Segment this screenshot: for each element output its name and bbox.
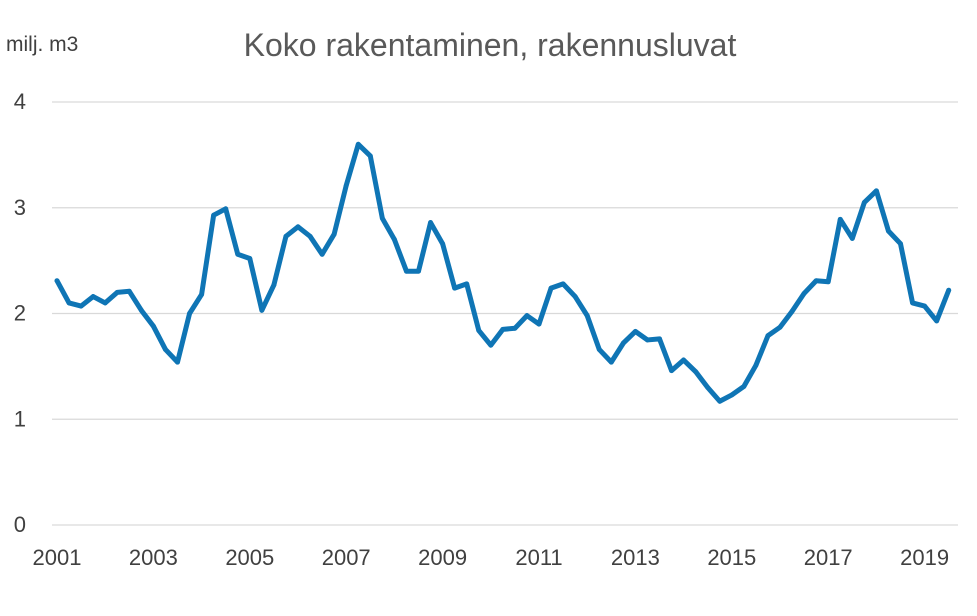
data-point [886,228,891,234]
x-tick-label: 2019 [900,545,949,570]
series-line [54,141,952,404]
data-point [295,224,301,230]
data-point [801,291,807,296]
data-point [620,340,626,346]
data-point [283,233,289,239]
data-point [922,303,927,309]
data-point [343,183,349,188]
data-point [633,329,638,334]
x-tick-label: 2011 [515,545,562,570]
data-point [199,292,205,297]
data-point [741,384,747,389]
y-tick-label: 2 [14,301,26,326]
data-point [163,347,168,352]
data-point [536,321,542,327]
y-axis-tick-labels: 0 1 2 3 4 [14,89,26,537]
data-point [319,251,325,257]
data-point [717,398,723,404]
data-point [861,200,867,205]
data-point [138,307,144,313]
data-point [175,359,180,365]
data-point [126,288,132,294]
y-tick-label: 0 [14,512,26,537]
data-series [54,141,952,404]
data-point [235,251,241,257]
data-point [307,233,313,239]
data-point [813,278,819,284]
data-point [355,141,361,147]
data-point [765,333,771,339]
data-point [428,220,433,225]
x-tick-label: 2007 [322,545,371,570]
data-point [874,188,879,194]
data-point [404,268,409,274]
data-points [54,141,952,404]
data-point [151,323,156,329]
data-point [512,325,518,331]
data-point [849,236,855,241]
chart-title: Koko rakentaminen, rakennusluvat [244,27,737,63]
data-point [66,300,72,306]
x-tick-label: 2001 [33,545,82,570]
data-point [825,279,831,285]
y-axis-unit-label: milj. m3 [6,33,78,56]
data-point [777,324,783,330]
x-tick-label: 2009 [418,545,467,570]
data-point [910,300,915,306]
data-point [54,278,60,284]
data-point [729,392,735,398]
data-point [440,241,445,247]
data-point [669,368,674,374]
data-point [416,268,421,274]
data-point [584,313,590,319]
data-point [572,294,578,299]
data-point [596,347,602,352]
y-tick-label: 4 [14,89,26,114]
data-point [789,308,795,314]
data-point [331,231,337,237]
data-point [78,303,84,309]
data-point [102,300,108,306]
data-point [488,342,494,348]
data-point [500,326,506,332]
data-point [90,294,96,299]
data-point [898,241,903,247]
data-point [608,359,614,365]
data-point [705,385,711,390]
data-point [934,318,940,324]
data-point [560,281,566,287]
data-point [379,215,385,221]
data-point [247,256,253,261]
x-tick-label: 2005 [225,545,274,570]
data-point [259,307,265,313]
data-point [476,328,482,333]
data-point [548,285,554,291]
data-point [271,282,277,288]
data-point [114,289,120,295]
data-point [223,206,229,212]
data-point [753,362,759,368]
data-point [837,216,843,222]
x-axis-tick-labels: 2001 2003 2005 2007 2009 2011 2013 2015 2017 2019 [33,545,950,570]
x-tick-label: 2015 [707,545,756,570]
y-tick-label: 3 [14,195,26,220]
x-tick-label: 2013 [611,545,660,570]
data-point [693,369,699,375]
data-point [657,336,662,342]
data-point [187,311,192,316]
gridlines [52,101,958,526]
y-tick-label: 1 [14,406,26,431]
data-point [367,153,373,159]
data-point [392,237,397,242]
data-point [464,281,470,287]
data-point [645,337,650,343]
data-point [452,285,458,291]
x-tick-label: 2017 [804,545,853,570]
data-point [946,287,952,293]
data-point [681,357,686,363]
data-point [524,313,530,319]
x-tick-label: 2003 [129,545,178,570]
data-point [211,212,217,218]
